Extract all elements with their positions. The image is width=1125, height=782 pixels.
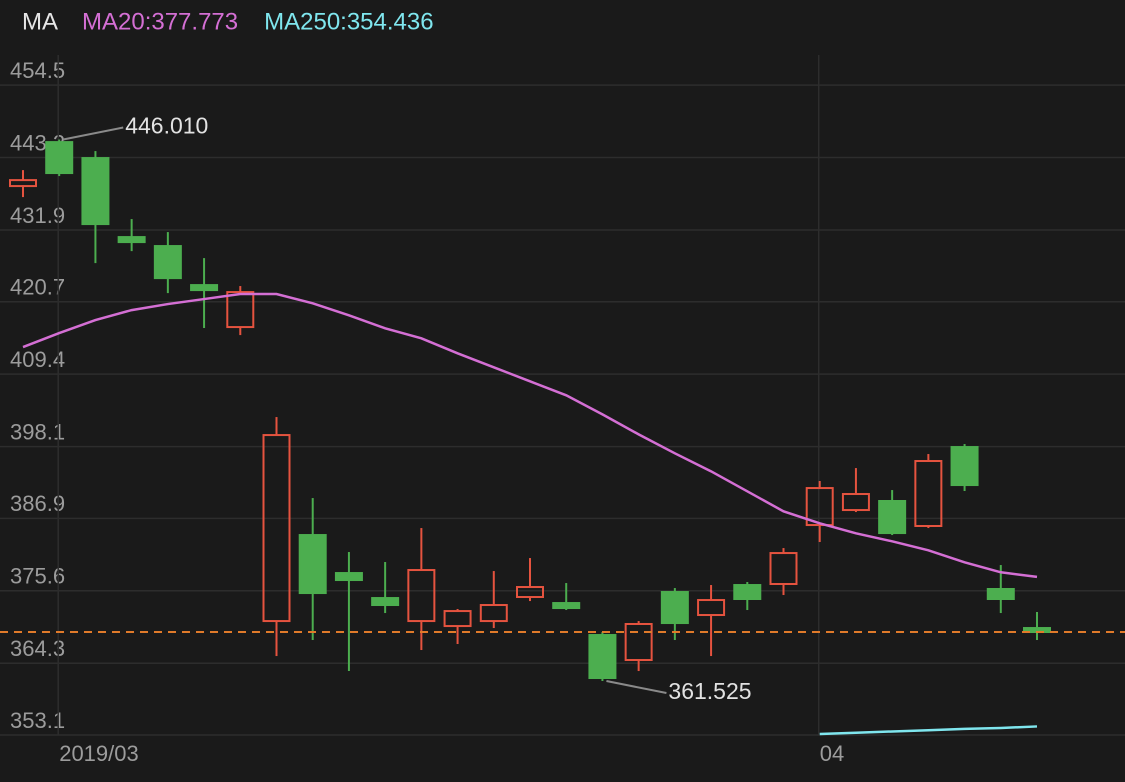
candle-body <box>262 434 291 623</box>
candle-body <box>624 622 653 662</box>
candle-body <box>914 460 943 528</box>
y-tick-label: 454.5 <box>10 58 65 83</box>
y-tick-label: 409.4 <box>10 347 65 372</box>
candle-body <box>334 572 363 582</box>
candle-body <box>697 599 726 617</box>
y-tick-label: 431.9 <box>10 203 65 228</box>
candle-body <box>117 236 146 244</box>
legend-entry: MA20:377.773 <box>82 8 238 35</box>
candle-body <box>226 291 255 329</box>
x-tick-label: 2019/03 <box>59 741 139 766</box>
candle-body <box>81 157 110 226</box>
candle-body <box>479 604 508 623</box>
ma-line <box>819 725 1038 736</box>
candle-body <box>516 586 544 599</box>
candle-body <box>153 245 182 280</box>
candle-body <box>950 446 979 487</box>
annotation-label: 361.525 <box>668 678 751 704</box>
y-tick-label: 353.1 <box>10 708 65 733</box>
candle-body <box>986 588 1015 601</box>
candle-body <box>588 634 617 680</box>
candle-body <box>552 602 581 610</box>
annotation-label: 446.010 <box>125 113 208 139</box>
candle-body <box>298 534 327 595</box>
candle-body <box>733 584 762 600</box>
candle-body <box>45 141 74 175</box>
candle-body <box>769 552 798 586</box>
candle-body <box>878 500 907 535</box>
candle-body <box>371 597 400 607</box>
candle-body <box>805 487 834 527</box>
y-tick-label: 386.9 <box>10 491 65 516</box>
candle-body <box>407 569 436 623</box>
y-tick-label: 398.1 <box>10 419 65 444</box>
y-tick-label: 364.3 <box>10 636 65 661</box>
candle-body <box>660 591 689 625</box>
candle-body <box>190 284 219 292</box>
y-tick-label: 375.6 <box>10 564 65 589</box>
candle-body <box>443 610 472 628</box>
indicator-label: MA <box>22 8 58 35</box>
candle-body <box>841 493 870 512</box>
ma-line <box>22 292 1038 579</box>
x-tick-label: 04 <box>820 741 844 766</box>
candle-body <box>9 179 37 188</box>
y-tick-label: 420.7 <box>10 275 65 300</box>
legend-entry: MA250:354.436 <box>264 8 433 35</box>
annotation-leader <box>63 126 124 141</box>
annotation-leader <box>606 680 667 694</box>
